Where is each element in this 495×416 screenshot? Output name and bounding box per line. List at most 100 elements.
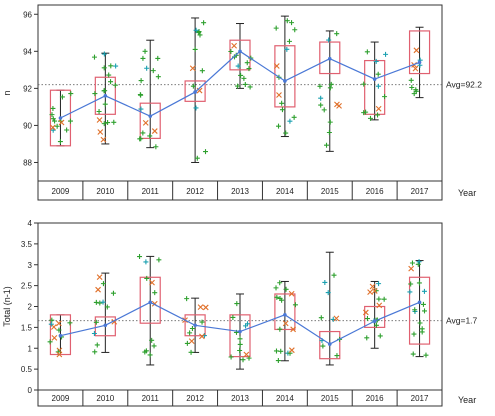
data-point	[320, 343, 326, 349]
data-point	[142, 120, 149, 126]
data-point	[375, 112, 381, 118]
data-point	[113, 63, 119, 69]
data-point	[361, 81, 367, 87]
data-point	[57, 139, 63, 145]
data-point	[325, 290, 331, 296]
data-point	[324, 142, 330, 148]
box	[229, 314, 251, 358]
data-point	[101, 121, 107, 127]
y-tick-label: 1.5	[21, 323, 33, 332]
data-point	[375, 71, 381, 77]
mean-point	[193, 323, 197, 328]
x-tick-label: 2009	[52, 394, 70, 403]
data-point	[192, 46, 198, 52]
data-point	[47, 339, 53, 345]
data-point	[364, 49, 370, 55]
mean-point	[58, 116, 63, 120]
box	[184, 314, 206, 337]
data-point	[243, 323, 249, 329]
data-point	[421, 288, 427, 294]
data-point	[49, 112, 55, 118]
x-tick-label: 2017	[411, 187, 429, 196]
data-point	[336, 102, 342, 109]
data-point	[140, 55, 146, 61]
data-point	[283, 130, 289, 136]
data-point	[273, 63, 280, 69]
data-point	[197, 32, 203, 38]
data-point	[59, 94, 65, 100]
data-point	[188, 338, 195, 344]
data-point	[276, 92, 282, 98]
data-point	[275, 358, 281, 364]
data-point	[108, 63, 114, 69]
data-point	[408, 265, 415, 272]
y-tick-label: 0.5	[21, 365, 33, 374]
data-point	[240, 357, 246, 363]
mean-point	[148, 114, 153, 118]
data-point	[50, 324, 57, 330]
mean-point	[417, 60, 422, 65]
data-point	[327, 119, 333, 125]
data-point	[334, 353, 340, 359]
data-point	[156, 257, 162, 263]
data-point	[362, 309, 369, 316]
data-point	[364, 335, 370, 341]
data-point	[288, 347, 295, 354]
x-tick-label: 2014	[276, 394, 294, 403]
data-point	[155, 55, 161, 61]
data-point	[287, 118, 293, 124]
data-point	[50, 105, 56, 111]
y-tick-label: 2.5	[21, 282, 33, 291]
data-point	[322, 279, 328, 285]
data-point	[277, 326, 283, 332]
data-point	[184, 296, 190, 302]
y-tick-label: 96	[23, 10, 32, 19]
mean-point	[327, 56, 332, 61]
data-point	[331, 272, 337, 278]
data-point	[67, 118, 73, 124]
data-point	[100, 136, 107, 143]
data-point	[279, 100, 285, 106]
box	[408, 30, 431, 75]
mean-point	[148, 300, 153, 305]
data-point	[187, 330, 193, 336]
data-point	[273, 348, 279, 354]
data-point	[373, 322, 379, 328]
data-point	[289, 20, 295, 26]
mean-point	[417, 300, 422, 305]
box	[229, 39, 251, 71]
data-point	[137, 254, 143, 260]
data-point	[230, 314, 236, 320]
box	[319, 41, 341, 75]
category-axis-frame	[37, 180, 443, 201]
x-tick-label: 2010	[96, 187, 114, 196]
data-point	[247, 84, 253, 90]
data-point	[68, 91, 74, 97]
y-tick-label: 88	[23, 158, 32, 167]
data-point	[407, 289, 413, 295]
data-point	[292, 27, 298, 33]
data-point	[381, 296, 387, 302]
x-tick-label: 2014	[276, 187, 294, 196]
data-point	[97, 129, 104, 135]
data-point	[64, 127, 70, 133]
data-point	[56, 327, 62, 333]
data-point	[201, 20, 207, 26]
data-point	[151, 128, 158, 134]
data-point	[96, 108, 102, 114]
data-point	[93, 299, 99, 305]
data-point	[55, 320, 62, 327]
data-point	[375, 105, 382, 112]
data-point	[363, 109, 369, 115]
data-point	[237, 336, 243, 342]
data-point	[52, 118, 58, 124]
data-point	[413, 47, 420, 54]
box	[94, 316, 116, 337]
data-point	[412, 307, 418, 313]
box	[184, 80, 206, 102]
box	[274, 293, 296, 331]
data-point	[51, 334, 58, 341]
data-point	[284, 46, 290, 52]
x-tick-label: 2017	[411, 394, 429, 403]
